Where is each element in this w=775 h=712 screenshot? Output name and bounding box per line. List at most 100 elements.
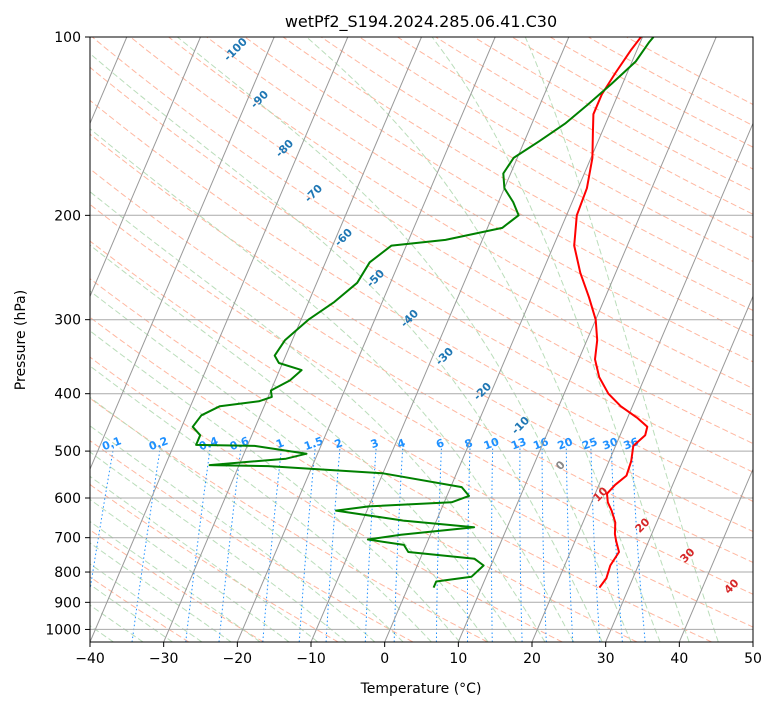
y-tick-label: 900	[54, 595, 81, 611]
x-tick-label: −10	[296, 651, 326, 667]
mixing-ratio-label: 3	[369, 436, 381, 451]
mixing-ratio-label: 25	[580, 435, 599, 452]
mixing-ratio-line	[610, 445, 623, 642]
moist-adiabat-line	[90, 290, 489, 642]
x-axis: −40 −30 −20 −10 0 10 20 30 40 50	[75, 642, 762, 667]
dry-adiabat-line	[90, 66, 753, 473]
isotherm-line	[90, 37, 349, 642]
mixing-ratio-line	[541, 445, 547, 642]
dry-adiabat-line	[129, 37, 753, 417]
moist-adiabat-line	[90, 128, 575, 642]
mixing-ratio-line	[519, 445, 523, 642]
moist-adiabat-line	[90, 451, 347, 642]
y-tick-label: 800	[54, 565, 81, 581]
moist-adiabat-line	[90, 52, 603, 642]
y-tick-label: 1000	[45, 622, 81, 638]
x-tick-label: 30	[597, 651, 615, 667]
moist-adiabat-line	[90, 583, 173, 642]
dewpoint-profile-line	[191, 37, 655, 588]
moist-adiabat-line	[90, 542, 232, 642]
dry-adiabats	[90, 37, 753, 642]
isotherm-line	[457, 37, 717, 642]
mixing-ratio-line	[218, 445, 242, 642]
mixing-ratio-label: 6	[434, 436, 446, 451]
mixing-ratio-line	[466, 445, 471, 642]
moist-adiabat-line	[90, 425, 376, 642]
moist-adiabat-line	[524, 37, 719, 642]
dry-adiabat-line	[91, 37, 753, 445]
moist-adiabats	[90, 37, 719, 642]
mixing-ratio-label: 0.4	[197, 434, 220, 453]
y-axis-label: Pressure (hPa)	[13, 290, 29, 390]
moist-adiabat-line	[90, 563, 203, 642]
mixing-ratio-line	[262, 445, 283, 642]
y-axis: 100 200 300 400 500 600 700 800 900 1000	[45, 30, 90, 638]
mixing-ratio-label: 2	[333, 436, 345, 451]
mixing-ratio-line	[631, 445, 646, 642]
dry-adiabat-line	[90, 397, 488, 642]
dry-adiabat-line	[90, 576, 190, 642]
chart-title: wetPf2_S194.2024.285.06.41.C30	[285, 12, 557, 32]
mixing-ratio-line	[325, 445, 341, 642]
mixing-ratio-label: 1	[274, 436, 286, 451]
isotherm-line	[384, 37, 643, 642]
isotherm-line	[310, 37, 570, 642]
moist-adiabat-line	[90, 520, 261, 642]
mixing-ratio-label: 20	[556, 435, 575, 453]
dry-adiabat-line	[90, 278, 712, 642]
dry-adiabat-line	[205, 37, 753, 363]
isotherm-gridlines	[90, 37, 753, 642]
isobar-gridlines	[90, 37, 753, 630]
mixing-ratio-label: 10	[482, 435, 501, 453]
mixing-ratio-lines: 0.10.20.40.611.52346810131620253036	[90, 434, 646, 642]
isotherm-line	[163, 37, 422, 642]
mixing-ratio-line	[131, 445, 161, 642]
x-tick-label: 20	[523, 651, 541, 667]
mixing-ratio-line	[90, 445, 115, 593]
dry-adiabat-line	[90, 356, 563, 642]
mixing-ratio-label: 4	[395, 436, 407, 451]
dry-adiabat-line	[282, 37, 753, 312]
dry-adiabat-line	[90, 99, 753, 502]
mixing-ratio-label: 0.2	[147, 434, 170, 453]
moist-adiabat-line	[90, 365, 432, 642]
moist-adiabat-line	[431, 37, 690, 642]
y-tick-label: 500	[54, 444, 81, 460]
dry-adiabat-line	[90, 203, 753, 595]
mixing-ratio-line	[491, 445, 494, 642]
x-tick-label: 0	[380, 651, 389, 667]
dry-adiabat-line	[90, 440, 414, 642]
x-tick-label: −40	[75, 651, 105, 667]
mixing-ratio-label: 30	[601, 435, 620, 453]
dry-adiabat-line	[90, 483, 339, 642]
dry-adiabat-line	[90, 133, 753, 533]
mixing-ratio-line	[565, 445, 574, 642]
x-axis-label: Temperature (°C)	[360, 681, 482, 697]
moist-adiabat-line	[177, 37, 632, 642]
isotherm-line	[678, 467, 753, 642]
mixing-ratio-line	[435, 445, 443, 642]
mixing-ratio-label: 16	[531, 435, 550, 453]
mixing-ratio-line	[364, 445, 377, 642]
y-tick-label: 300	[54, 313, 81, 329]
x-tick-label: −30	[149, 651, 179, 667]
plot-area: 0.10.20.40.611.52346810131620253036 -100…	[90, 37, 753, 642]
sounding-series	[191, 37, 655, 589]
y-tick-label: 200	[54, 208, 81, 224]
isotherm-line	[90, 37, 201, 298]
plot-frame	[89, 36, 754, 643]
y-tick-label: 700	[54, 531, 81, 547]
x-tick-label: 50	[744, 651, 762, 667]
mixing-ratio-label: 0.6	[228, 434, 251, 453]
y-tick-label: 600	[54, 491, 81, 507]
x-tick-label: −20	[223, 651, 253, 667]
isotherm-line	[531, 122, 753, 642]
x-tick-label: 10	[449, 651, 467, 667]
isotherm-line	[90, 37, 275, 471]
mixing-ratio-label: 0.1	[100, 434, 123, 453]
moist-adiabat-line	[90, 191, 546, 642]
isotherm-line	[236, 37, 496, 642]
mixing-ratio-label: 13	[509, 435, 528, 452]
isotherm-line	[605, 295, 753, 642]
